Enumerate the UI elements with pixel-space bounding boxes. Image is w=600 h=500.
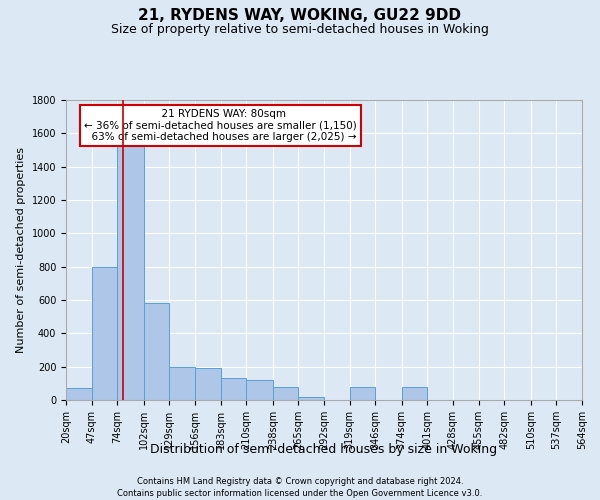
Bar	[221, 378, 246, 400]
Text: 21 RYDENS WAY: 80sqm
← 36% of semi-detached houses are smaller (1,150)
  63% of : 21 RYDENS WAY: 80sqm ← 36% of semi-detac…	[85, 109, 357, 142]
Text: 21, RYDENS WAY, WOKING, GU22 9DD: 21, RYDENS WAY, WOKING, GU22 9DD	[139, 8, 461, 22]
Y-axis label: Number of semi-detached properties: Number of semi-detached properties	[16, 147, 26, 353]
Text: Contains public sector information licensed under the Open Government Licence v3: Contains public sector information licen…	[118, 489, 482, 498]
Text: Distribution of semi-detached houses by size in Woking: Distribution of semi-detached houses by …	[151, 442, 497, 456]
Text: Size of property relative to semi-detached houses in Woking: Size of property relative to semi-detach…	[111, 22, 489, 36]
Bar	[169, 366, 195, 400]
Bar	[246, 380, 273, 400]
Bar	[195, 368, 221, 400]
Text: Contains HM Land Registry data © Crown copyright and database right 2024.: Contains HM Land Registry data © Crown c…	[137, 478, 463, 486]
Bar	[350, 386, 375, 400]
Bar	[298, 396, 324, 400]
Bar	[402, 386, 427, 400]
Bar	[117, 142, 144, 400]
Bar	[66, 388, 92, 400]
Bar	[144, 304, 169, 400]
Bar	[273, 386, 298, 400]
Bar	[92, 266, 117, 400]
